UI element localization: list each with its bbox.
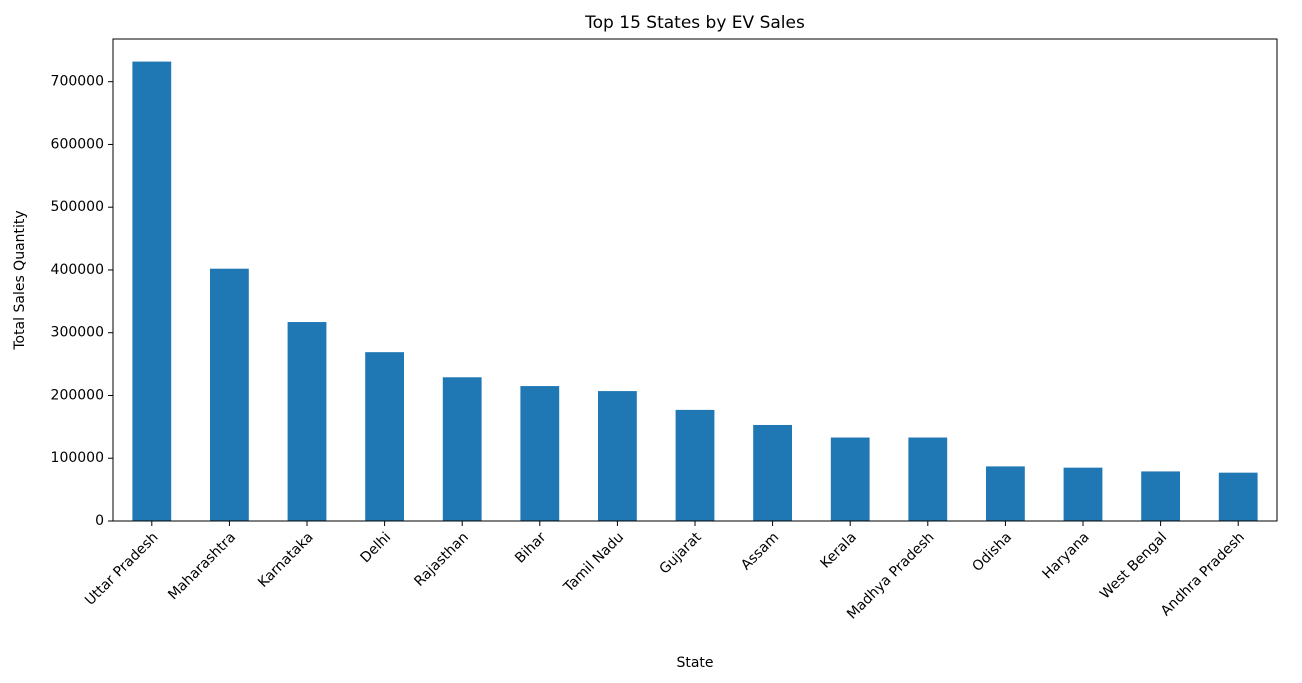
x-tick-label: Uttar Pradesh [82, 529, 161, 608]
y-axis: 0 100000 200000 300000 400000 500000 600000 700… [51, 74, 113, 529]
bar-assam [753, 424, 792, 521]
y-tick-label: 600000 [51, 136, 104, 152]
bar-tamil-nadu [598, 391, 637, 521]
y-tick-label: 500000 [51, 199, 104, 215]
x-tick-label: Karnataka [255, 529, 317, 591]
x-tick-label: West Bengal [1097, 529, 1170, 602]
chart-title: Top 15 States by EV Sales [584, 13, 805, 33]
x-tick-label: Delhi [357, 529, 394, 566]
bar-haryana [1063, 467, 1103, 521]
y-axis-label: Total Sales Quantity [12, 210, 28, 350]
y-tick-label: 100000 [51, 450, 104, 466]
x-tick-label: Assam [738, 529, 782, 573]
y-tick-label: 0 [95, 513, 104, 529]
x-tick-label: Maharashtra [165, 529, 239, 603]
bar-bihar [520, 386, 560, 521]
bar-delhi [365, 352, 404, 521]
bar-uttar-pradesh [132, 61, 172, 522]
x-tick-label: Gujarat [657, 529, 705, 577]
y-tick-label: 300000 [51, 325, 104, 341]
y-tick-label: 700000 [51, 74, 104, 90]
bar-kerala [830, 437, 870, 521]
x-tick-label: Kerala [817, 529, 859, 571]
x-axis: Uttar Pradesh Maharashtra Karnataka Delhi Ra… [82, 521, 1248, 623]
bar-west-bengal [1141, 471, 1180, 521]
bar-madhya-pradesh [908, 437, 948, 521]
bar-andhra-pradesh [1218, 472, 1258, 521]
x-tick-label: Odisha [969, 529, 1015, 575]
x-tick-label: Bihar [512, 529, 549, 566]
y-tick-label: 200000 [51, 387, 104, 403]
x-axis-label: State [676, 655, 713, 671]
x-tick-label: Rajasthan [411, 529, 472, 590]
x-tick-label: Haryana [1039, 529, 1092, 582]
bar-karnataka [287, 322, 327, 521]
bar-rajasthan [442, 377, 482, 521]
plot-frame [112, 38, 1278, 522]
x-tick-label: Tamil Nadu [560, 529, 627, 596]
x-tick-label: Andhra Pradesh [1158, 529, 1248, 619]
bar-odisha [986, 466, 1025, 521]
y-tick-label: 400000 [51, 262, 104, 278]
bars-group [132, 61, 1258, 522]
bar-maharashtra [210, 268, 249, 521]
bar-gujarat [675, 409, 715, 521]
x-tick-label: Madhya Pradesh [844, 529, 937, 622]
